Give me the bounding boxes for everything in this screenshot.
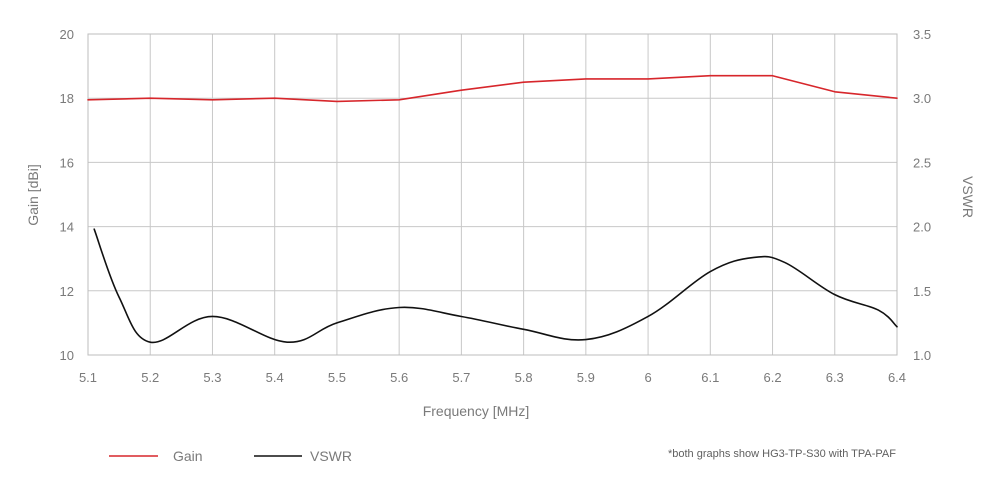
- x-tick-label: 5.6: [390, 370, 408, 385]
- x-tick-label: 6.4: [888, 370, 906, 385]
- y-axis-ticks: 10 12 14 16 18 20: [60, 27, 74, 363]
- y-tick-label: 12: [60, 284, 74, 299]
- series-layer: [87, 74, 898, 343]
- y2-axis-ticks: 1.0 1.5 2.0 2.5 3.0 3.5: [913, 27, 931, 363]
- footnote: *both graphs show HG3-TP-S30 with TPA-PA…: [668, 448, 896, 460]
- x-tick-label: 5.1: [79, 370, 97, 385]
- legend-vswr-label: VSWR: [310, 448, 352, 464]
- y-tick-label: 10: [60, 348, 74, 363]
- y-tick-label: 14: [60, 220, 74, 235]
- x-tick-label: 6: [644, 370, 651, 385]
- y-axis-title: Gain [dBi]: [25, 164, 41, 225]
- y-tick-label: 20: [60, 27, 74, 42]
- y2-axis-title: VSWR: [960, 176, 976, 218]
- y2-tick-label: 3.0: [913, 91, 931, 106]
- x-axis-ticks: 5.1 5.2 5.3 5.4 5.5 5.6 5.7 5.8 5.9 6 6.1 6.2 6.3 6.4: [79, 370, 906, 385]
- y2-tick-label: 1.0: [913, 348, 931, 363]
- x-tick-label: 5.3: [203, 370, 221, 385]
- x-tick-label: 6.2: [763, 370, 781, 385]
- x-tick-label: 5.4: [266, 370, 284, 385]
- y2-tick-label: 2.0: [913, 220, 931, 235]
- legend: Gain VSWR: [109, 448, 352, 464]
- y2-tick-label: 1.5: [913, 284, 931, 299]
- vswr-series-line: [93, 228, 898, 343]
- x-tick-label: 5.9: [577, 370, 595, 385]
- x-tick-label: 5.7: [452, 370, 470, 385]
- x-axis-title: Frequency [MHz]: [423, 403, 530, 419]
- y2-tick-label: 3.5: [913, 27, 931, 42]
- x-tick-label: 6.3: [826, 370, 844, 385]
- x-tick-label: 6.1: [701, 370, 719, 385]
- plot-area-border: [87, 33, 898, 356]
- x-tick-label: 5.5: [328, 370, 346, 385]
- x-tick-label: 5.8: [515, 370, 533, 385]
- gain-series-line: [87, 74, 898, 103]
- legend-gain-label: Gain: [173, 448, 203, 464]
- y-tick-label: 18: [60, 91, 74, 106]
- x-tick-label: 5.2: [141, 370, 159, 385]
- grid: [87, 33, 898, 356]
- y-tick-label: 16: [60, 155, 74, 170]
- y2-tick-label: 2.5: [913, 155, 931, 170]
